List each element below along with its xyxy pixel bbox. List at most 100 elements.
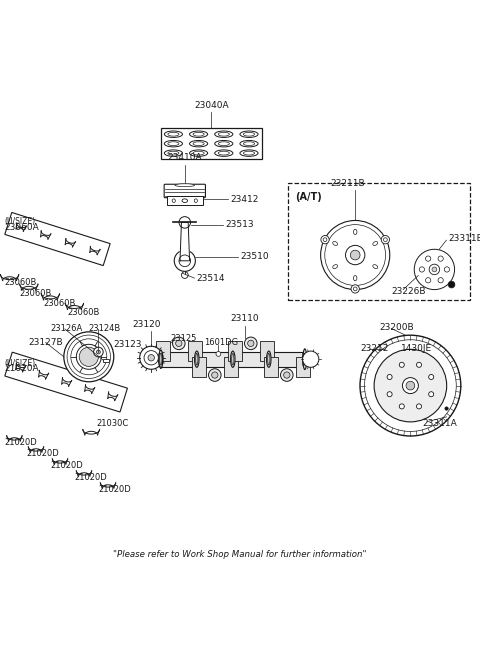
Circle shape	[387, 392, 392, 397]
FancyBboxPatch shape	[296, 357, 310, 377]
Ellipse shape	[302, 351, 307, 367]
Polygon shape	[28, 447, 44, 452]
Ellipse shape	[333, 241, 337, 245]
Ellipse shape	[168, 142, 179, 146]
Circle shape	[302, 351, 319, 367]
Text: 1601DG: 1601DG	[204, 338, 238, 347]
Circle shape	[179, 255, 191, 266]
Ellipse shape	[193, 152, 204, 155]
Circle shape	[325, 224, 385, 285]
Ellipse shape	[333, 264, 337, 268]
Ellipse shape	[182, 199, 188, 203]
Polygon shape	[180, 222, 190, 261]
Text: 23120: 23120	[132, 320, 161, 329]
Circle shape	[67, 335, 110, 379]
Ellipse shape	[190, 150, 208, 156]
Ellipse shape	[168, 152, 179, 155]
Ellipse shape	[190, 131, 208, 138]
Ellipse shape	[232, 354, 234, 365]
Text: 21020D: 21020D	[98, 485, 131, 494]
Text: 23212: 23212	[360, 344, 388, 353]
Text: 23125: 23125	[170, 334, 197, 343]
FancyBboxPatch shape	[192, 357, 206, 377]
Text: (U/SIZE): (U/SIZE)	[5, 217, 36, 226]
Circle shape	[426, 256, 431, 261]
Circle shape	[426, 277, 431, 283]
Polygon shape	[65, 304, 84, 310]
Ellipse shape	[164, 131, 182, 138]
Ellipse shape	[304, 354, 306, 365]
Circle shape	[360, 335, 461, 436]
Text: 23410A: 23410A	[168, 154, 202, 163]
Text: 23060B: 23060B	[19, 289, 51, 298]
Text: 23124B: 23124B	[89, 325, 121, 333]
Text: 21020D: 21020D	[5, 438, 37, 447]
Circle shape	[79, 347, 98, 367]
FancyBboxPatch shape	[161, 128, 262, 159]
Polygon shape	[62, 378, 72, 386]
FancyBboxPatch shape	[260, 341, 274, 361]
Ellipse shape	[243, 133, 254, 136]
Ellipse shape	[373, 241, 378, 245]
Ellipse shape	[215, 150, 233, 156]
Ellipse shape	[168, 133, 179, 136]
Ellipse shape	[218, 142, 229, 146]
Circle shape	[244, 337, 257, 350]
FancyBboxPatch shape	[288, 182, 470, 300]
Polygon shape	[76, 471, 92, 476]
Circle shape	[432, 267, 437, 272]
Circle shape	[351, 285, 360, 293]
Circle shape	[381, 236, 390, 244]
Circle shape	[406, 381, 415, 390]
Text: 23110: 23110	[230, 314, 259, 323]
Text: 23060A: 23060A	[5, 222, 39, 232]
Text: 23412: 23412	[230, 195, 259, 204]
Polygon shape	[161, 352, 305, 367]
Polygon shape	[39, 371, 48, 379]
Circle shape	[387, 375, 392, 380]
Text: (U/SIZE): (U/SIZE)	[5, 359, 36, 367]
FancyBboxPatch shape	[164, 184, 205, 197]
Ellipse shape	[353, 230, 357, 234]
Circle shape	[321, 236, 329, 244]
Polygon shape	[5, 213, 110, 266]
Ellipse shape	[303, 349, 307, 369]
Polygon shape	[83, 430, 100, 435]
Circle shape	[176, 340, 182, 346]
Polygon shape	[52, 459, 68, 464]
Ellipse shape	[158, 351, 163, 367]
Circle shape	[350, 250, 360, 260]
FancyBboxPatch shape	[228, 341, 242, 361]
Polygon shape	[7, 436, 22, 441]
Circle shape	[346, 245, 365, 265]
Polygon shape	[0, 275, 19, 281]
Ellipse shape	[194, 351, 199, 367]
Polygon shape	[16, 363, 25, 372]
Ellipse shape	[240, 131, 258, 138]
Text: 23123: 23123	[113, 340, 142, 349]
Ellipse shape	[190, 140, 208, 147]
Circle shape	[76, 344, 101, 369]
Text: 21020A: 21020A	[5, 364, 39, 373]
Circle shape	[429, 264, 440, 275]
Polygon shape	[16, 223, 26, 232]
Circle shape	[174, 250, 195, 272]
Circle shape	[374, 349, 447, 422]
Ellipse shape	[175, 184, 195, 187]
Text: 1430JE: 1430JE	[401, 344, 432, 353]
Circle shape	[444, 267, 449, 272]
Ellipse shape	[240, 140, 258, 147]
Text: 23311B: 23311B	[449, 234, 480, 243]
Text: 21020D: 21020D	[74, 473, 107, 482]
Text: 21020D: 21020D	[26, 449, 59, 458]
Polygon shape	[41, 231, 51, 239]
FancyBboxPatch shape	[188, 341, 202, 361]
FancyBboxPatch shape	[224, 357, 238, 377]
Ellipse shape	[240, 150, 258, 156]
Text: "Please refer to Work Shop Manual for further information": "Please refer to Work Shop Manual for fu…	[113, 550, 367, 560]
Circle shape	[144, 350, 158, 365]
Text: 21030C: 21030C	[96, 419, 128, 428]
Ellipse shape	[164, 140, 182, 147]
Circle shape	[208, 369, 221, 381]
Text: 23200B: 23200B	[379, 323, 414, 331]
